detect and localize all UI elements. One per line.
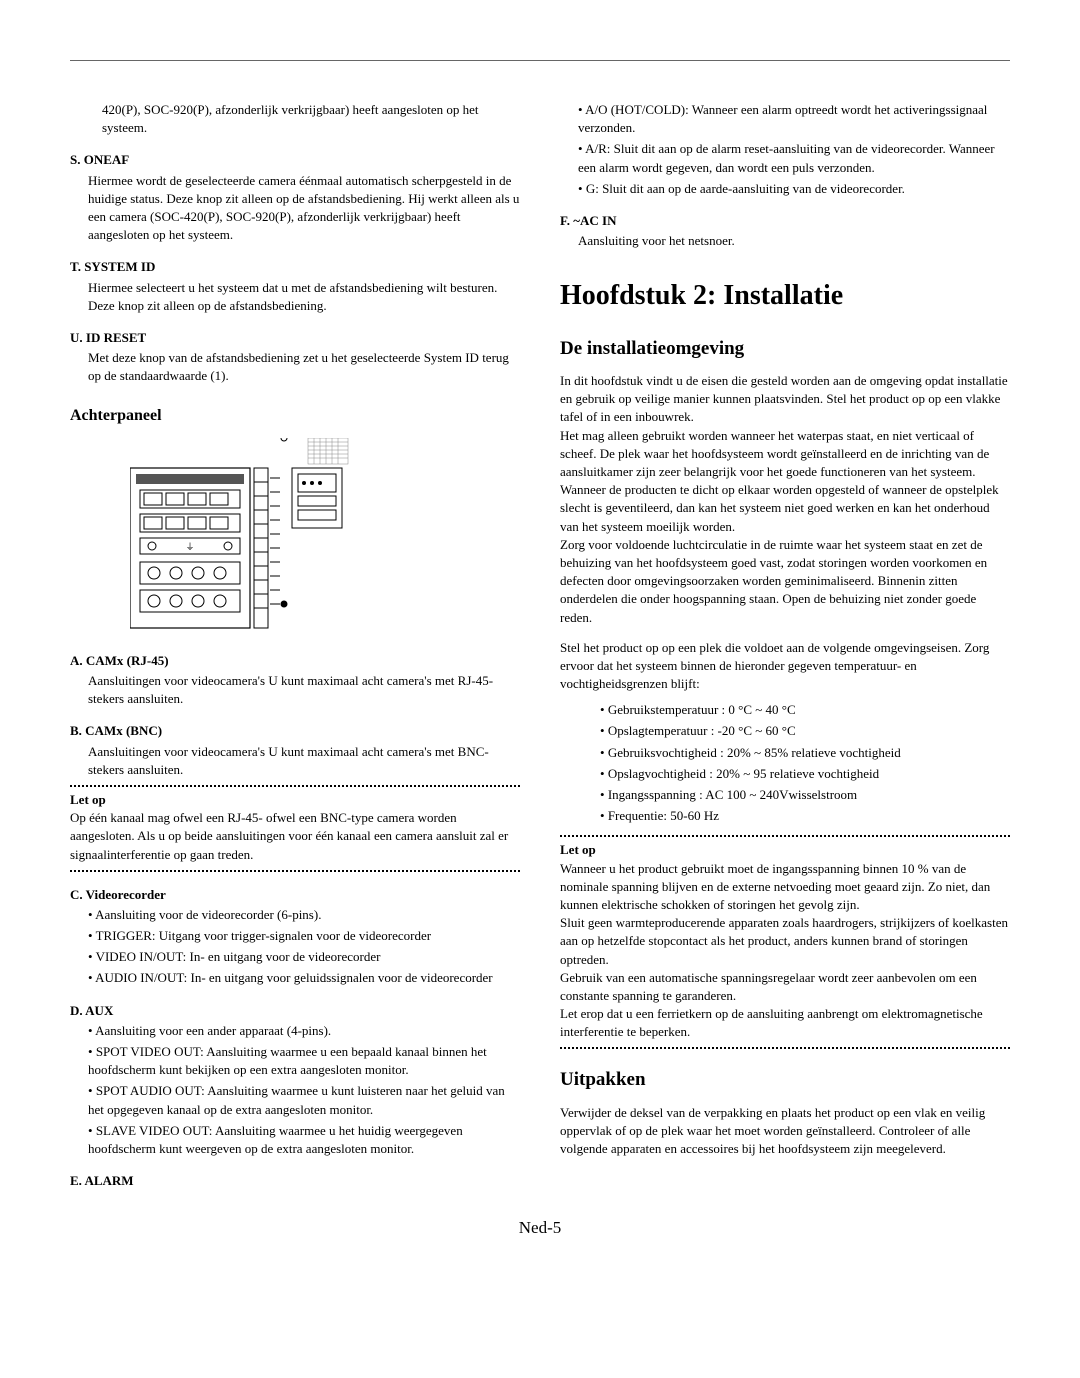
sec1-p2: Het mag alleen gebruikt worden wanneer h… [560,427,1010,536]
dotted-rule-2a [560,835,1010,837]
list-item: SPOT AUDIO OUT: Aansluiting waarmee u ku… [88,1082,520,1118]
list-item: Ingangsspanning : AC 100 ~ 240Vwisselstr… [600,786,1010,804]
body-b: Aansluitingen voor videocamera's U kunt … [88,743,520,779]
sec2-p1: Verwijder de deksel van de verpakking en… [560,1104,1010,1159]
list-item: Opslagvochtigheid : 20% ~ 95 relatieve v… [600,765,1010,783]
label-s: S. ONEAF [70,151,520,169]
list-item: Aansluiting voor de videorecorder (6-pin… [88,906,520,924]
page-number: Ned-5 [70,1216,1010,1240]
letop-2-p1: Wanneer u het product gebruikt moet de i… [560,860,1010,915]
list-item: Opslagtemperatuur : -20 °C ~ 60 °C [600,722,1010,740]
list-item: A/O (HOT/COLD): Wanneer een alarm optree… [578,101,1010,137]
list-item: TRIGGER: Uitgang voor trigger-signalen v… [88,927,520,945]
dotted-rule-1a [70,785,520,787]
dotted-rule-1b [70,870,520,872]
list-c: Aansluiting voor de videorecorder (6-pin… [88,906,520,988]
label-t: T. SYSTEM ID [70,258,520,276]
rear-panel-diagram: ⏚ [130,438,520,638]
label-f: F. ~AC IN [560,212,1010,230]
letop-2-p3: Gebruik van een automatische spanningsre… [560,969,1010,1005]
right-column: A/O (HOT/COLD): Wanneer een alarm optree… [560,101,1010,1192]
sec1-p3: Zorg voor voldoende luchtcirculatie in d… [560,536,1010,627]
list-item: Gebruikstemperatuur : 0 °C ~ 40 °C [600,701,1010,719]
list-item: Gebruiksvochtigheid : 20% ~ 85% relatiev… [600,744,1010,762]
label-a: A. CAMx (RJ-45) [70,652,520,670]
intro-continuation: 420(P), SOC-920(P), afzonderlijk verkrij… [102,101,520,137]
body-u: Met deze knop van de afstandsbediening z… [88,349,520,385]
letop-2-title: Let op [560,841,1010,859]
env-list: Gebruikstemperatuur : 0 °C ~ 40 °C Opsla… [600,701,1010,825]
top-rule [70,60,1010,61]
letop-2-p2: Sluit geen warmteproducerende apparaten … [560,914,1010,969]
list-item: A/R: Sluit dit aan op de alarm reset-aan… [578,140,1010,176]
sec1-p1: In dit hoofdstuk vindt u de eisen die ge… [560,372,1010,427]
svg-text:⏚: ⏚ [185,542,194,552]
list-e: A/O (HOT/COLD): Wanneer een alarm optree… [578,101,1010,198]
list-item: Frequentie: 50-60 Hz [600,807,1010,825]
chapter-title: Hoofdstuk 2: Installatie [560,276,1010,315]
sec1-title: De installatieomgeving [560,336,1010,363]
label-e: E. ALARM [70,1172,520,1190]
page-columns: 420(P), SOC-920(P), afzonderlijk verkrij… [70,101,1010,1192]
letop-2-p4: Let erop dat u een ferrietkern op de aan… [560,1005,1010,1041]
letop-1-title: Let op [70,791,520,809]
list-d: Aansluiting voor een ander apparaat (4-p… [88,1022,520,1158]
list-item: Aansluiting voor een ander apparaat (4-p… [88,1022,520,1040]
list-item: SLAVE VIDEO OUT: Aansluiting waarmee u h… [88,1122,520,1158]
body-f: Aansluiting voor het netsnoer. [578,232,1010,250]
sec2-title: Uitpakken [560,1067,1010,1094]
body-a: Aansluitingen voor videocamera's U kunt … [88,672,520,708]
dotted-rule-2b [560,1047,1010,1049]
body-s: Hiermee wordt de geselecteerde camera éé… [88,172,520,245]
left-column: 420(P), SOC-920(P), afzonderlijk verkrij… [70,101,520,1192]
label-u: U. ID RESET [70,329,520,347]
list-item: AUDIO IN/OUT: In- en uitgang voor geluid… [88,969,520,987]
letop-1-body: Op één kanaal mag ofwel een RJ-45- ofwel… [70,809,520,864]
achterpaneel-heading: Achterpaneel [70,405,520,427]
list-item: SPOT VIDEO OUT: Aansluiting waarmee u ee… [88,1043,520,1079]
label-c: C. Videorecorder [70,886,520,904]
label-d: D. AUX [70,1002,520,1020]
list-item: VIDEO IN/OUT: In- en uitgang voor de vid… [88,948,520,966]
body-t: Hiermee selecteert u het systeem dat u m… [88,279,520,315]
label-b: B. CAMx (BNC) [70,722,520,740]
list-item: G: Sluit dit aan op de aarde-aansluiting… [578,180,1010,198]
sec1-p4: Stel het product op op een plek die vold… [560,639,1010,694]
